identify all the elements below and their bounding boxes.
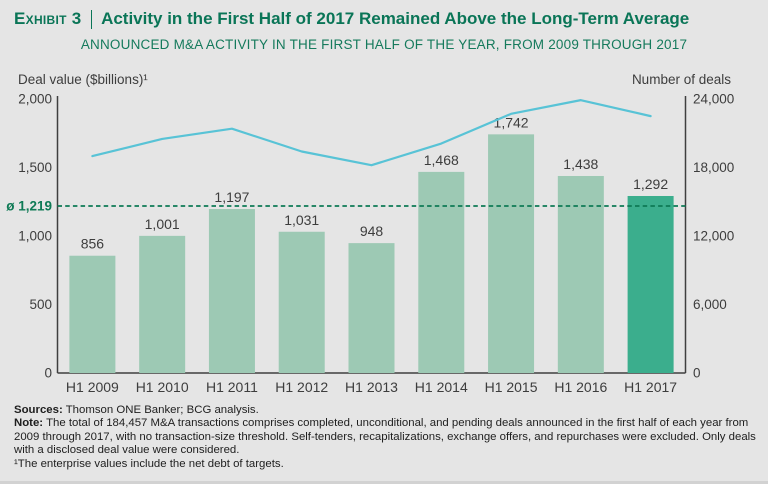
left-axis-tick: 1,500 xyxy=(18,160,52,175)
right-axis-tick: 0 xyxy=(693,366,701,381)
chart-subtitle: ANNOUNCED M&A ACTIVITY IN THE FIRST HALF… xyxy=(80,37,688,52)
sources-line: Sources: Thomson ONE Banker; BCG analysi… xyxy=(14,404,756,417)
right-axis-tick: 6,000 xyxy=(693,297,727,312)
left-axis-tick: 1,000 xyxy=(18,229,52,244)
right-axis-tick: 18,000 xyxy=(693,160,734,175)
bar-h1-2014 xyxy=(418,171,465,373)
bar-h1-2013 xyxy=(348,243,395,373)
sources-text: Thomson ONE Banker; BCG analysis. xyxy=(62,404,259,416)
footnote-line: ¹The enterprise values include the net d… xyxy=(14,457,284,470)
bar-value-label: 1,468 xyxy=(424,152,459,168)
bar-value-label: 856 xyxy=(81,236,105,252)
title-separator xyxy=(90,9,93,29)
left-axis-title: Deal value ($billions)¹ xyxy=(18,72,148,87)
x-axis-label: H1 2010 xyxy=(136,379,189,395)
bar-value-label: 1,197 xyxy=(214,189,249,205)
x-axis-label: H1 2013 xyxy=(345,379,398,395)
bar-value-label: 1,438 xyxy=(563,156,598,172)
bar-h1-2011 xyxy=(208,209,255,373)
x-axis-label: H1 2015 xyxy=(485,379,538,395)
exhibit-label: Exhibit 3 xyxy=(14,9,82,28)
sources-label: Sources: xyxy=(14,404,63,416)
bar-value-label: 948 xyxy=(360,223,384,239)
average-label: ø 1,219 xyxy=(6,198,52,213)
note-label: Note: xyxy=(14,417,44,430)
left-axis-tick: 0 xyxy=(44,366,52,381)
note-line: Note: The total of 184,457 M&A transacti… xyxy=(14,417,756,457)
x-axis-label: H1 2009 xyxy=(66,379,119,395)
bar-value-label: 1,742 xyxy=(494,114,529,130)
bar-h1-2017 xyxy=(627,195,674,373)
footer-notes: Sources: Thomson ONE Banker; BCG analysi… xyxy=(14,404,756,471)
bar-h1-2009 xyxy=(69,255,116,373)
exhibit-header: Exhibit 3 Activity in the First Half of … xyxy=(14,9,689,29)
x-axis-label: H1 2017 xyxy=(624,379,677,395)
note-text: The total of 184,457 M&A transactions co… xyxy=(14,417,756,457)
right-axis-tick: 24,000 xyxy=(693,92,734,107)
bar-h1-2012 xyxy=(278,231,325,373)
bar-value-label: 1,001 xyxy=(145,216,180,232)
x-axis-label: H1 2016 xyxy=(554,379,607,395)
bar-value-label: 1,031 xyxy=(284,212,319,228)
x-axis-label: H1 2014 xyxy=(415,379,468,395)
right-axis-title: Number of deals xyxy=(632,72,731,87)
page-title: Activity in the First Half of 2017 Remai… xyxy=(101,9,690,28)
x-axis-label: H1 2012 xyxy=(275,379,328,395)
left-axis-tick: 500 xyxy=(29,297,52,312)
left-axis-tick: 2,000 xyxy=(18,92,52,107)
right-axis-tick: 12,000 xyxy=(693,229,734,244)
ma-activity-chart: Deal value ($billions)¹ Number of deals 0 5… xyxy=(6,72,734,395)
bar-h1-2010 xyxy=(139,235,186,373)
bar-h1-2016 xyxy=(557,175,604,373)
bar-h1-2015 xyxy=(488,134,535,373)
x-axis-label: H1 2011 xyxy=(206,379,258,395)
bar-value-label: 1,292 xyxy=(633,176,668,192)
number-of-deals-line xyxy=(91,99,652,167)
